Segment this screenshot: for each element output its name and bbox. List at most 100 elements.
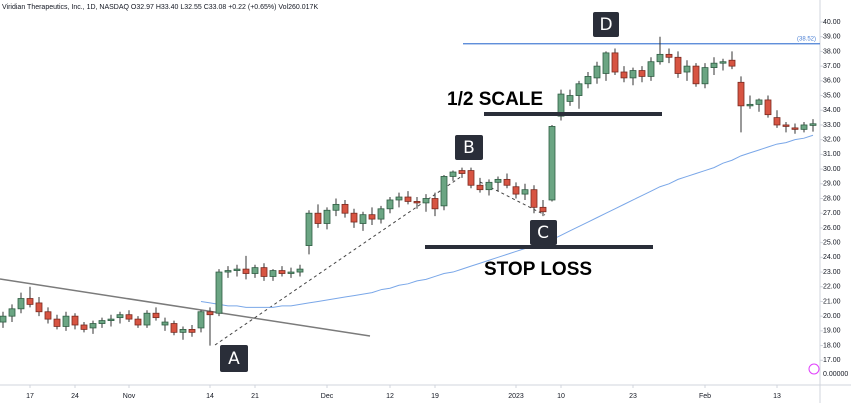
- candle-body: [197, 311, 205, 329]
- y-tick-label: 36.00: [823, 78, 841, 85]
- candle-body: [755, 99, 763, 105]
- candle-body: [620, 71, 628, 79]
- label-d: D: [599, 15, 612, 35]
- candle-body: [800, 124, 808, 130]
- dashed-line: [214, 175, 463, 346]
- candle-body: [152, 312, 160, 319]
- label-box: [455, 135, 483, 160]
- candle-body: [341, 203, 349, 214]
- candle-body: [602, 52, 610, 74]
- label-box: [530, 220, 557, 245]
- y-tick-label: 21.00: [823, 298, 841, 305]
- candle-body: [422, 198, 430, 204]
- candle-body: [773, 117, 781, 126]
- candle-body: [557, 93, 565, 117]
- candle-body: [737, 81, 745, 107]
- y-tick-label: 17.00: [823, 357, 841, 364]
- candle-body: [728, 59, 736, 67]
- candle-body: [395, 196, 403, 201]
- candle-body: [377, 208, 385, 220]
- candle-body: [332, 203, 340, 211]
- x-tick-label: 10: [557, 393, 565, 400]
- candle-body: [782, 124, 790, 127]
- y-tick-label: 34.00: [823, 107, 841, 114]
- y-tick-label: 31.00: [823, 151, 841, 158]
- candle-body: [179, 329, 187, 333]
- candle-body: [125, 314, 133, 320]
- candle-body: [629, 70, 637, 79]
- candle-body: [98, 320, 106, 324]
- candle-body: [458, 170, 466, 174]
- x-tick-label: Dec: [321, 393, 334, 400]
- candle-body: [521, 189, 529, 195]
- y-tick-label: 23.00: [823, 269, 841, 276]
- candle-body: [674, 56, 682, 74]
- candle-body: [476, 184, 484, 191]
- candle-body: [404, 196, 412, 202]
- candle-body: [116, 314, 124, 319]
- candle-body: [35, 302, 43, 313]
- event-icon[interactable]: [808, 363, 820, 375]
- candle-body: [665, 53, 673, 58]
- candle-body: [638, 70, 646, 77]
- y-tick-label: 24.00: [823, 254, 841, 261]
- y-tick-label: 30.00: [823, 166, 841, 173]
- candle-body: [692, 65, 700, 85]
- y-tick-label: 19.00: [823, 328, 841, 335]
- candle-body: [566, 95, 574, 102]
- y-tick-label: 26.00: [823, 225, 841, 232]
- candle-body: [224, 270, 232, 273]
- candle-body: [206, 311, 214, 316]
- candle-body: [701, 67, 709, 85]
- volume-axis-label: 0.00000: [823, 371, 848, 378]
- candle-body: [107, 318, 115, 321]
- candle-body: [593, 65, 601, 79]
- y-tick-label: 38.00: [823, 48, 841, 55]
- candle-body: [323, 209, 331, 224]
- x-tick-label: 23: [629, 393, 637, 400]
- candle-body: [764, 99, 772, 116]
- candle-body: [359, 214, 367, 224]
- candle-body: [350, 212, 358, 223]
- candle-body: [242, 268, 250, 274]
- trend-line: [0, 278, 371, 337]
- candle-body: [8, 308, 16, 317]
- candle-body: [0, 315, 7, 323]
- candle-body: [548, 126, 556, 201]
- candle-body: [296, 268, 304, 273]
- y-tick-label: 20.00: [823, 313, 841, 320]
- candle-body: [143, 312, 151, 326]
- candle-body: [539, 206, 547, 213]
- candle-body: [431, 198, 439, 210]
- plot: [0, 36, 820, 346]
- candle-body: [287, 271, 295, 274]
- candle-body: [647, 61, 655, 77]
- y-tick-label: 27.00: [823, 210, 841, 217]
- label-box: [220, 345, 248, 372]
- candle-body: [611, 52, 619, 73]
- candle-body: [188, 329, 196, 333]
- candle-body: [44, 311, 52, 320]
- y-tick-label: 18.00: [823, 342, 841, 349]
- candle-body: [260, 267, 268, 277]
- candle-body: [791, 127, 799, 130]
- candle-body: [809, 123, 817, 126]
- y-tick-label: 40.00: [823, 19, 841, 26]
- x-tick-label: 2023: [508, 393, 524, 400]
- candle-body: [485, 181, 493, 191]
- candle-body: [71, 315, 79, 326]
- candle-body: [413, 201, 421, 204]
- x-tick-label: 21: [251, 393, 259, 400]
- candle-body: [314, 212, 322, 224]
- candle-body: [746, 103, 754, 107]
- y-tick-label: 39.00: [823, 34, 841, 41]
- candle-body: [386, 199, 394, 210]
- y-tick-label: 29.00: [823, 181, 841, 188]
- candle-body: [80, 324, 88, 330]
- candle-body: [26, 298, 34, 305]
- candle-body: [233, 268, 241, 271]
- candle-body: [170, 323, 178, 333]
- candle-body: [530, 189, 538, 208]
- candle-body: [368, 214, 376, 220]
